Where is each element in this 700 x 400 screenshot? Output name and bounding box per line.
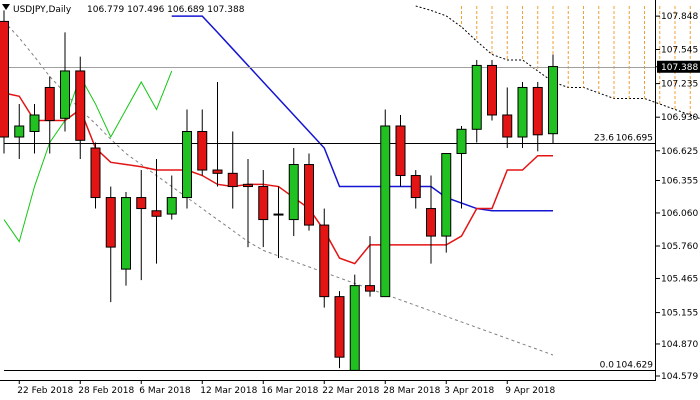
y-tick-label: 106.060 xyxy=(661,209,698,219)
candle-body xyxy=(334,296,345,358)
y-axis: 107.848 107.545 107.388 107.235 106.930 106.6… xyxy=(655,12,700,382)
candles-layer xyxy=(0,10,558,371)
y-tick-label: 105.155 xyxy=(661,309,698,319)
blue-line xyxy=(171,15,553,212)
x-tick-label: 16 Mar 2018 xyxy=(261,386,318,396)
x-tick-label: 9 Apr 2018 xyxy=(505,386,555,396)
y-tick-label: 104.870 xyxy=(661,340,698,350)
fib-value-label: 106.695 xyxy=(616,134,653,144)
fib-ratio-label: 23.6 xyxy=(594,134,614,144)
candle-body xyxy=(44,86,55,121)
candle-body xyxy=(212,169,223,174)
candle-body xyxy=(227,172,238,188)
candle-body xyxy=(532,86,543,136)
trend-line xyxy=(3,21,554,356)
symbol-timeframe: USDJPY,Daily xyxy=(13,5,72,15)
y-tick-label: 104.579 xyxy=(661,372,698,382)
cloud-layer xyxy=(415,5,700,120)
candle-body xyxy=(349,285,360,371)
candle-body xyxy=(365,285,375,292)
candle-body xyxy=(380,125,391,298)
candle-body xyxy=(182,130,192,199)
x-tick-label: 3 Apr 2018 xyxy=(444,386,494,396)
x-tick-label: 12 Mar 2018 xyxy=(200,386,257,396)
candle-body xyxy=(487,64,497,116)
candle-body xyxy=(471,64,482,130)
candle-body xyxy=(258,186,269,221)
candle-body xyxy=(90,147,101,199)
y-tick-label: 106.355 xyxy=(661,176,698,186)
candle-body xyxy=(60,70,70,119)
candle-body xyxy=(548,66,558,135)
ohlc-values: 106.779 107.496 106.689 107.388 xyxy=(87,5,245,15)
x-tick-label: 6 Mar 2018 xyxy=(139,386,191,396)
candle-body xyxy=(410,175,421,199)
fibonacci-layer: 23.6 106.695 0.0 104.629 xyxy=(0,67,655,371)
candle-body xyxy=(14,125,25,138)
y-tick-label: 107.545 xyxy=(661,45,698,55)
x-tick-label: 22 Mar 2018 xyxy=(322,386,379,396)
y-tick-label: 106.625 xyxy=(661,147,698,157)
x-tick-label: 22 Feb 2018 xyxy=(17,386,73,396)
candle-body xyxy=(0,20,9,138)
fib-ratio-label: 0.0 xyxy=(600,361,615,371)
x-axis: 22 Feb 2018 28 Feb 2018 6 Mar 2018 12 Mar 2… xyxy=(17,380,555,396)
y-tick-label: 105.760 xyxy=(661,242,698,252)
candle-body xyxy=(151,210,162,217)
candle-body xyxy=(319,224,330,298)
candle-body xyxy=(456,128,467,155)
y-tick-label: 106.930 xyxy=(661,113,698,123)
candle-body xyxy=(121,197,131,270)
last-price-label: 107.388 xyxy=(661,63,698,73)
candle-body xyxy=(502,114,513,138)
candle-body xyxy=(426,208,436,237)
candle-body xyxy=(166,197,177,215)
candle-body xyxy=(273,213,284,216)
y-tick-label: 107.235 xyxy=(661,80,698,90)
candle-body xyxy=(29,114,40,132)
x-tick-label: 28 Feb 2018 xyxy=(78,386,134,396)
candle-body xyxy=(75,70,86,141)
candle-body xyxy=(304,164,314,226)
candle-body xyxy=(136,197,147,210)
candle-body xyxy=(288,164,299,221)
x-tick-label: 28 Mar 2018 xyxy=(383,386,440,396)
candle-body xyxy=(441,153,452,237)
green-line xyxy=(3,70,173,243)
y-tick-label: 105.465 xyxy=(661,274,698,284)
fib-value-label: 104.629 xyxy=(616,361,653,371)
candle-body xyxy=(105,197,116,248)
y-tick-label: 107.848 xyxy=(661,12,698,22)
symbol-marker-icon xyxy=(2,4,10,10)
candle-body xyxy=(395,125,406,177)
last-price-tag xyxy=(657,60,700,73)
candle-body xyxy=(517,86,528,138)
candle-body xyxy=(197,130,208,171)
candle-body xyxy=(243,183,253,188)
